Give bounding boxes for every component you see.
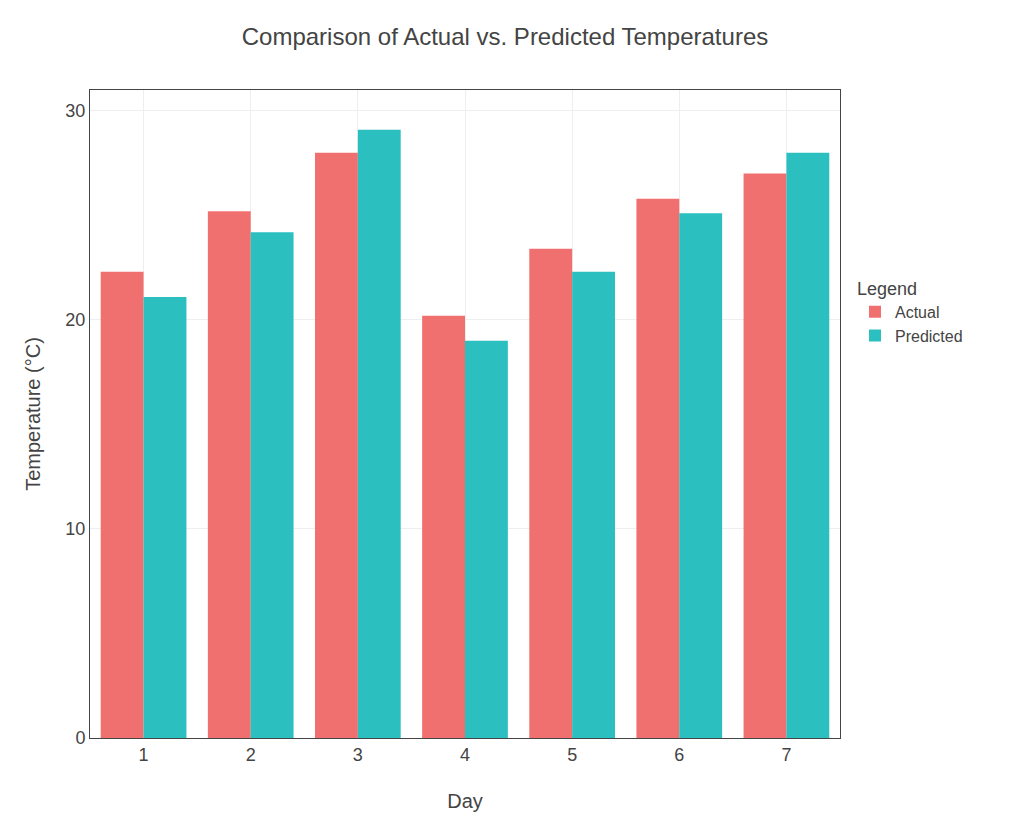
svg-text:3: 3: [353, 745, 363, 765]
svg-text:Day: Day: [447, 790, 483, 812]
svg-text:30: 30: [65, 101, 85, 121]
svg-text:Actual: Actual: [895, 304, 939, 321]
svg-text:1: 1: [139, 745, 149, 765]
svg-text:20: 20: [65, 310, 85, 330]
svg-text:5: 5: [567, 745, 577, 765]
svg-text:6: 6: [674, 745, 684, 765]
svg-text:7: 7: [781, 745, 791, 765]
svg-text:10: 10: [65, 519, 85, 539]
svg-text:Comparison of Actual vs. Predi: Comparison of Actual vs. Predicted Tempe…: [242, 23, 768, 50]
svg-text:Predicted: Predicted: [895, 328, 963, 345]
svg-text:4: 4: [460, 745, 470, 765]
svg-text:Temperature (°C): Temperature (°C): [22, 337, 44, 491]
svg-text:Legend: Legend: [857, 279, 917, 299]
svg-text:2: 2: [246, 745, 256, 765]
svg-text:0: 0: [75, 728, 85, 748]
